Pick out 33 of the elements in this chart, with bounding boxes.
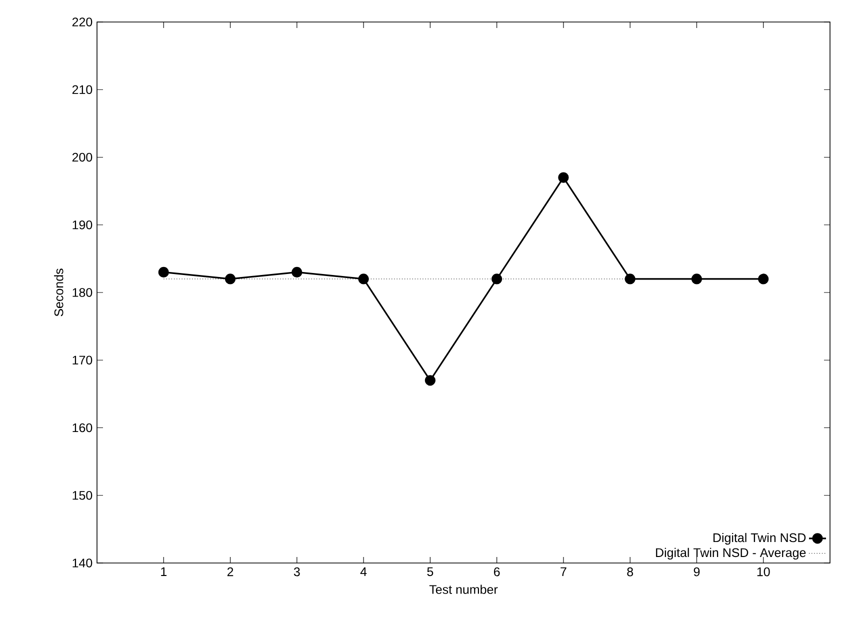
x-tick-label: 1 [161,567,167,576]
y-tick-label: 220 [72,18,92,26]
legend-label: Digital Twin NSD [713,532,806,545]
x-tick-label: 5 [427,567,434,576]
point [292,266,302,278]
point [691,274,702,284]
point [492,274,502,284]
x-tick-label: 3 [294,567,300,576]
x-tick-label: 4 [360,567,367,576]
x-tick-label: 8 [627,567,634,576]
x-tick-label: 9 [694,567,700,576]
y-tick-label: 180 [72,288,92,297]
y-tick-label: 150 [72,490,92,500]
legend-label: Digital Twin NSD - Average [656,548,806,560]
point [158,266,169,278]
y-axis-title: Seconds [54,268,64,316]
y-tick-label: 200 [72,152,92,162]
x-tick-label: 10 [757,567,770,576]
y-tick-label: 160 [72,423,92,432]
y-tick-label: 190 [72,220,92,230]
y-tick-label: 140 [72,558,92,568]
point [224,274,236,284]
x-tick-label: 2 [227,567,234,576]
x-tick-label: 6 [494,567,500,576]
point [424,375,436,386]
point [758,274,769,284]
point [558,172,569,183]
point [624,274,636,284]
point [358,274,369,284]
y-tick-label: 210 [72,85,92,94]
x-tick-label: 7 [560,567,566,576]
x-axis-title: Test number [429,584,498,594]
y-tick-label: 170 [72,356,92,365]
